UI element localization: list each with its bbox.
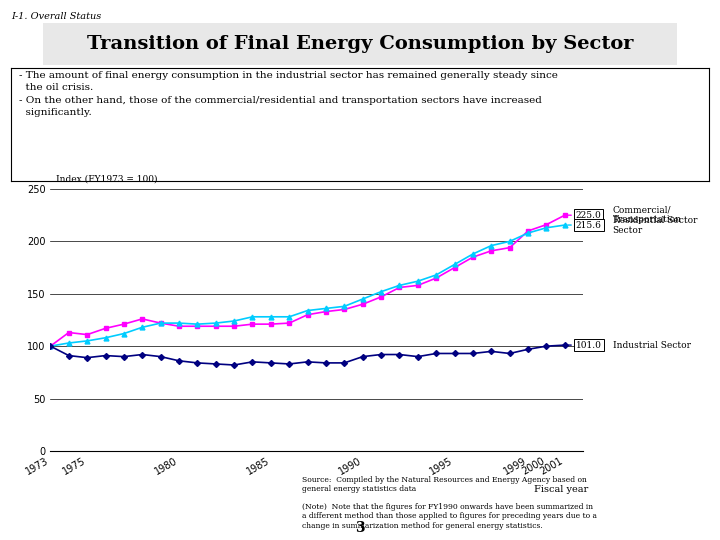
Text: - The amount of final energy consumption in the industrial sector has remained g: - The amount of final energy consumption… [19, 71, 558, 117]
Text: Commercial/
Residential Sector: Commercial/ Residential Sector [613, 205, 697, 225]
Text: Transportation
Sector: Transportation Sector [613, 215, 682, 235]
Text: 215.6: 215.6 [576, 220, 602, 230]
Text: Source:  Compiled by the Natural Resources and Energy Agency based on
general en: Source: Compiled by the Natural Resource… [302, 476, 588, 494]
Text: 101.0: 101.0 [576, 341, 602, 349]
Text: (Note)  Note that the figures for FY1990 onwards have been summarized in
a diffe: (Note) Note that the figures for FY1990 … [302, 503, 598, 530]
Text: 225.0: 225.0 [576, 211, 602, 220]
Text: I-1. Overall Status: I-1. Overall Status [11, 12, 101, 21]
Text: Index (FY1973 = 100): Index (FY1973 = 100) [55, 175, 157, 184]
Text: 3: 3 [355, 521, 365, 535]
Text: Industrial Sector: Industrial Sector [613, 341, 690, 349]
Text: Transition of Final Energy Consumption by Sector: Transition of Final Energy Consumption b… [86, 35, 634, 53]
Text: Fiscal year: Fiscal year [534, 485, 588, 494]
